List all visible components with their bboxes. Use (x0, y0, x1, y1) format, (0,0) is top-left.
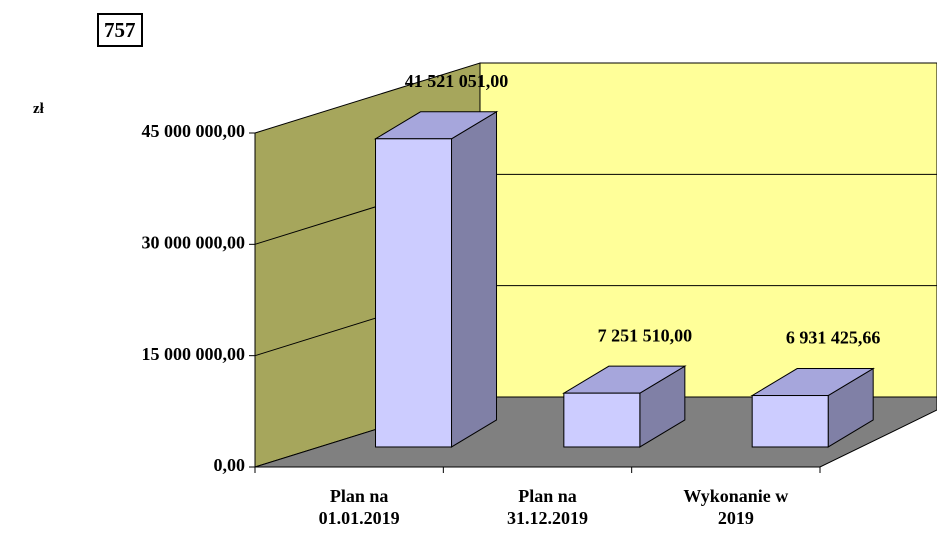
y-tick-label: 30 000 000,00 (142, 232, 246, 252)
bar (375, 138, 453, 448)
badge: 757 (97, 13, 143, 47)
x-tick-label: Wykonanie w 2019 (683, 486, 789, 528)
value-label: 41 521 051,00 (405, 71, 509, 91)
value-label: 7 251 510,00 (598, 325, 693, 345)
y-tick-label: 0,00 (214, 455, 246, 475)
bar (563, 392, 641, 448)
y-tick-label: 15 000 000,00 (142, 344, 246, 364)
unit-label: zł (33, 101, 44, 117)
y-tick-label: 45 000 000,00 (142, 121, 246, 141)
bar-side (451, 110, 498, 448)
value-label: 6 931 425,66 (786, 328, 881, 348)
x-tick-label: Plan na 01.01.2019 (318, 486, 400, 528)
x-tick-label: Plan na 31.12.2019 (507, 486, 588, 528)
bar (751, 395, 829, 448)
